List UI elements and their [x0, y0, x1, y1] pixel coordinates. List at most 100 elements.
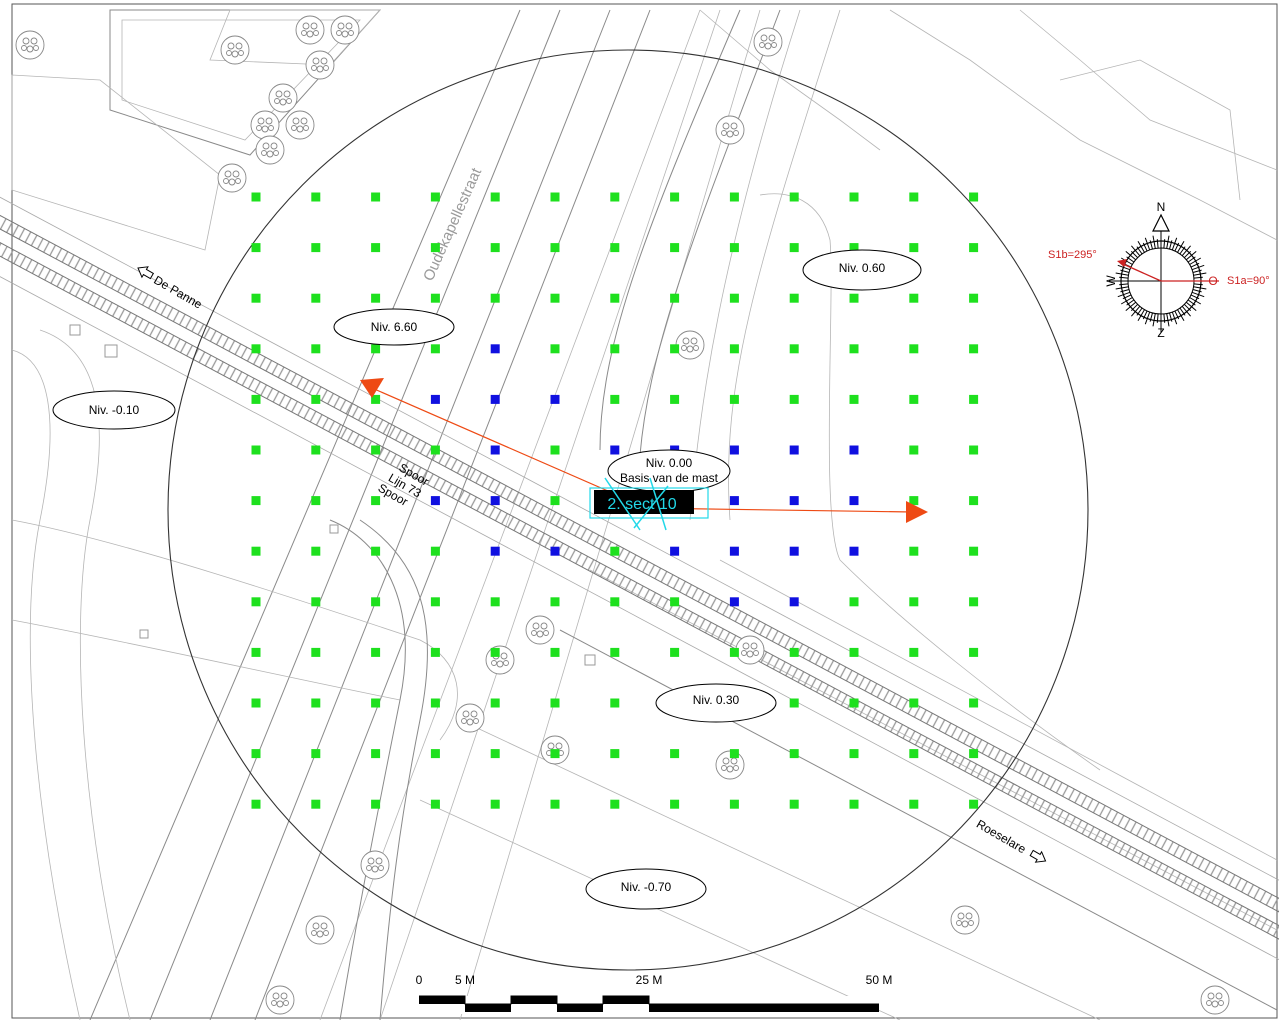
grid-point-green [311, 698, 321, 708]
sector-arrow-s1a-head [906, 501, 928, 523]
grid-point-green [311, 496, 321, 506]
grid-point-green [610, 749, 620, 759]
grid-point-green [550, 647, 560, 657]
grid-point-blue [729, 445, 739, 455]
street-label: Oudekapellestraat [420, 165, 485, 284]
grid-point-green [430, 799, 440, 809]
grid-point-green [251, 192, 261, 202]
grid-point-green [789, 749, 799, 759]
level-niv-minus-0-70: Niv. -0.70 [585, 868, 707, 910]
grid-point-green [670, 192, 680, 202]
level-niv-0-00: Niv. 0.00 Basis van de mast [607, 449, 731, 493]
compass-tick [1177, 309, 1185, 322]
antenna-label: 2. sect 10 [607, 496, 676, 513]
level-niv-0-00-sublabel: Basis van de mast [620, 471, 719, 485]
grid-point-green [371, 496, 381, 506]
grid-point-green [311, 344, 321, 354]
compass-sector-a-label: S1a=90° [1227, 275, 1270, 287]
grid-point-green [909, 546, 919, 556]
grid-point-green [670, 394, 680, 404]
compass-sector-s1b [1122, 263, 1162, 282]
grid-point-green [610, 597, 620, 607]
compass-rose: N Z W O S1b=295° S1a=90° [1048, 200, 1270, 340]
grid-point-green [430, 597, 440, 607]
grid-point-blue [789, 445, 799, 455]
grid-point-green [251, 394, 261, 404]
level-niv-0-30-label: Niv. 0.30 [693, 693, 740, 707]
level-niv-6-60: Niv. 6.60 [333, 308, 455, 346]
grid-point-green [670, 597, 680, 607]
grid-point-green [371, 698, 381, 708]
grid-point-blue [490, 496, 500, 506]
compass-tick [1117, 264, 1131, 271]
grid-point-green [909, 344, 919, 354]
grid-point-green [371, 799, 381, 809]
scale-label-50m: 50 M [866, 973, 893, 987]
study-radius-circle [167, 49, 1089, 971]
grid-point-green [311, 799, 321, 809]
grid-point-green [909, 698, 919, 708]
grid-point-green [251, 344, 261, 354]
compass-tick [1120, 297, 1133, 305]
grid-point-green [909, 192, 919, 202]
grid-point-green [789, 698, 799, 708]
grid-point-green [311, 445, 321, 455]
grid-point-green [371, 647, 381, 657]
grid-point-green [371, 243, 381, 253]
level-niv-minus-0-10: Niv. -0.10 [52, 390, 176, 430]
grid-point-green [311, 597, 321, 607]
grid-point-green [789, 799, 799, 809]
grid-point-green [670, 293, 680, 303]
grid-point-green [490, 647, 500, 657]
grid-point-blue [430, 394, 440, 404]
grid-point-green [969, 344, 979, 354]
compass-tick [1191, 264, 1205, 271]
grid-point-green [610, 394, 620, 404]
grid-point-green [311, 647, 321, 657]
grid-point-blue [490, 394, 500, 404]
grid-point-green [729, 394, 739, 404]
grid-point-green [610, 698, 620, 708]
grid-point-green [789, 647, 799, 657]
grid-point-green [909, 445, 919, 455]
measurement-grid [251, 192, 979, 809]
direction-east-label: Roeselare [974, 817, 1029, 857]
grid-point-green [729, 749, 739, 759]
grid-point-green [610, 546, 620, 556]
grid-point-green [430, 749, 440, 759]
grid-point-green [909, 496, 919, 506]
grid-point-green [251, 597, 261, 607]
grid-point-green [490, 293, 500, 303]
grid-point-green [849, 344, 859, 354]
grid-point-green [550, 698, 560, 708]
tree-icons [15, 15, 1230, 1015]
grid-point-green [251, 243, 261, 253]
grid-point-green [610, 192, 620, 202]
grid-point-green [490, 698, 500, 708]
grid-point-green [311, 546, 321, 556]
compass-sector-b-label: S1b=295° [1048, 249, 1097, 261]
grid-point-green [789, 243, 799, 253]
grid-point-green [849, 192, 859, 202]
drawing-frame [11, 3, 1278, 1019]
grid-point-green [251, 799, 261, 809]
grid-point-blue [789, 546, 799, 556]
grid-point-green [490, 799, 500, 809]
grid-point-blue [849, 546, 859, 556]
grid-point-green [550, 243, 560, 253]
level-niv-minus-0-70-label: Niv. -0.70 [621, 880, 672, 894]
level-niv-0-60: Niv. 0.60 [802, 249, 922, 291]
grid-point-green [550, 496, 560, 506]
grid-point-green [969, 749, 979, 759]
grid-point-green [969, 799, 979, 809]
grid-point-green [610, 293, 620, 303]
grid-point-green [251, 749, 261, 759]
level-niv-0-30: Niv. 0.30 [655, 683, 777, 723]
grid-point-blue [849, 445, 859, 455]
grid-point-green [969, 445, 979, 455]
grid-point-green [670, 243, 680, 253]
grid-point-green [251, 496, 261, 506]
compass-tick [1144, 237, 1151, 251]
level-niv-minus-0-10-label: Niv. -0.10 [89, 403, 140, 417]
